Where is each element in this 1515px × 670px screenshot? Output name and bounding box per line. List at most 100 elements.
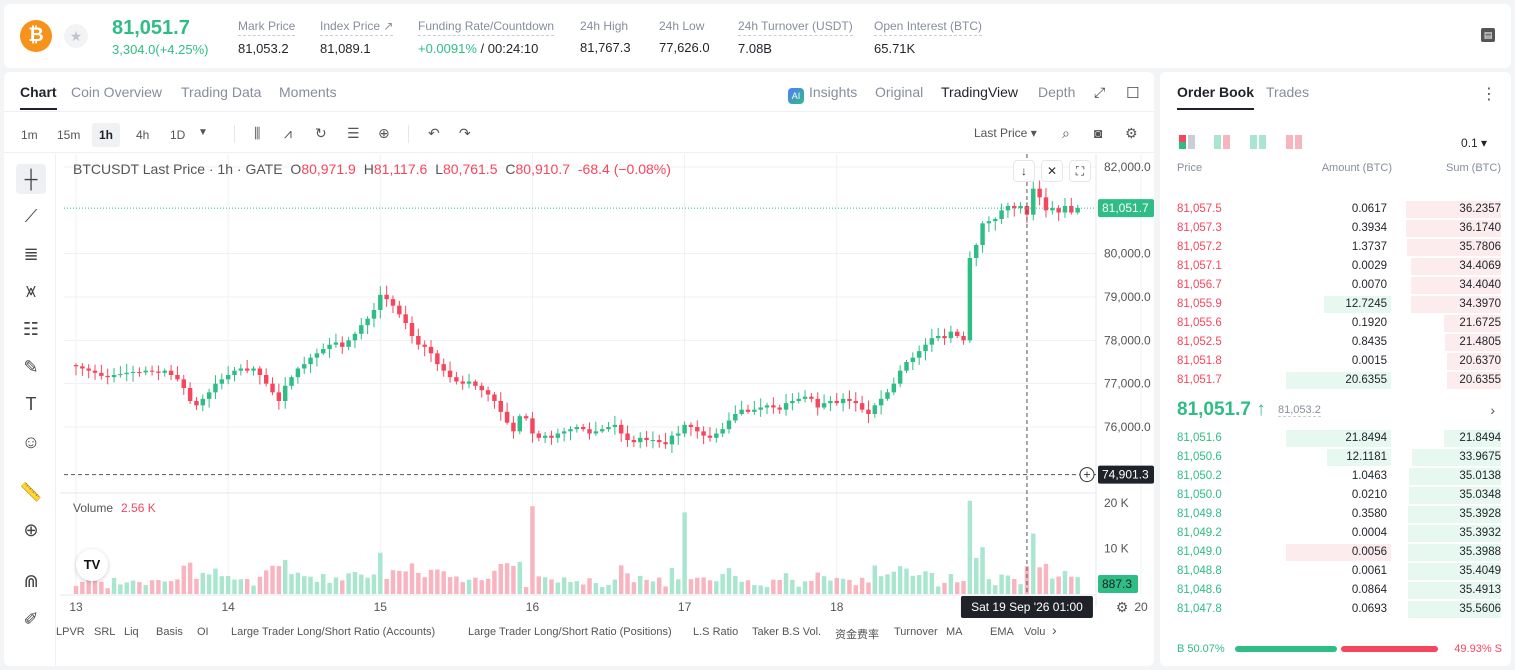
tick-size-select[interactable]: 0.1 ▾ <box>1460 136 1487 150</box>
orderbook-row[interactable]: 81,055.6 0.1920 21.6725 <box>1160 314 1511 333</box>
indicators-icon[interactable]: ⩘ <box>284 125 292 141</box>
indicator-11[interactable]: MA <box>946 626 963 638</box>
templates-icon[interactable]: ☰ <box>347 125 360 141</box>
favorite-star-icon[interactable]: ★ <box>64 24 88 48</box>
orderbook-row[interactable]: 81,051.6 21.8494 21.8494 <box>1160 429 1511 448</box>
add-alert-icon[interactable]: ⊕ <box>378 125 390 141</box>
tab-chart[interactable]: Chart <box>20 84 57 110</box>
stat-label[interactable]: Funding Rate/Countdown <box>418 19 555 36</box>
tradingview-logo[interactable]: TV <box>76 549 108 581</box>
stat-label[interactable]: Open Interest (BTC) <box>874 19 983 36</box>
orderbook-row[interactable]: 81,057.2 1.3737 35.7806 <box>1160 238 1511 257</box>
orderbook-row[interactable]: 81,057.1 0.0029 34.4069 <box>1160 257 1511 276</box>
emoji-icon[interactable]: ☺ <box>21 432 41 452</box>
tab-tradingview[interactable]: TradingView <box>941 84 1019 100</box>
interval-1d[interactable]: 1D <box>170 128 186 142</box>
indicator-6[interactable]: Large Trader Long/Short Ratio (Positions… <box>468 626 672 638</box>
ruler-icon[interactable]: 📏 <box>19 482 43 502</box>
interval-1h[interactable]: 1h <box>92 123 121 147</box>
orderbook-row[interactable]: 81,050.6 12.1181 33.9675 <box>1160 448 1511 467</box>
orderbook-row[interactable]: 81,049.2 0.0004 35.3932 <box>1160 524 1511 543</box>
horizontal-lines-icon[interactable]: ≣ <box>23 244 39 264</box>
undo-icon[interactable]: ↶ <box>428 125 440 141</box>
orderbook-row[interactable]: 81,049.0 0.0056 35.3988 <box>1160 543 1511 562</box>
redo-icon[interactable]: ↷ <box>459 125 471 141</box>
pattern-icon[interactable]: ⩙ <box>25 281 37 301</box>
text-icon[interactable]: T <box>25 394 37 414</box>
view-both-icon[interactable] <box>1179 135 1197 149</box>
tab-original[interactable]: Original <box>875 84 924 100</box>
indicator-12[interactable]: EMA <box>990 626 1014 638</box>
indicator-10[interactable]: Turnover <box>894 626 938 638</box>
orderbook-row[interactable]: 81,051.7 20.6355 20.6355 <box>1160 371 1511 390</box>
candlestick-chart[interactable]: +82,000.0 80,000.0 79,000.0 78,000.0 77,000.… <box>60 154 1154 666</box>
fib-icon[interactable]: ☷ <box>22 319 40 339</box>
brush-icon[interactable]: ✎ <box>23 357 39 377</box>
stat-label[interactable]: Mark Price <box>238 19 296 36</box>
tab-depth[interactable]: Depth <box>1038 84 1076 100</box>
orderbook-row[interactable]: 81,047.8 0.0693 35.5606 <box>1160 600 1511 619</box>
collapse-icon[interactable]: ✕ <box>1041 160 1063 182</box>
price-type-select[interactable]: Last Price ▾ <box>974 126 1037 140</box>
tradingview-chart[interactable]: +82,000.0 80,000.0 79,000.0 78,000.0 77,000.… <box>60 154 1154 666</box>
indicator-9[interactable]: 资金费率 <box>835 629 879 641</box>
orderbook-row[interactable]: 81,048.8 0.0061 35.4049 <box>1160 562 1511 581</box>
interval-4h[interactable]: 4h <box>136 128 150 142</box>
indicator-8[interactable]: Taker B.S Vol. <box>752 626 822 638</box>
orderbook-row[interactable]: 81,048.6 0.0864 35.4913 <box>1160 581 1511 600</box>
tab-order-book[interactable]: Order Book <box>1177 84 1255 110</box>
orderbook-row[interactable]: 81,050.2 1.0463 35.0138 <box>1160 467 1511 486</box>
view-asks-icon[interactable] <box>1286 135 1304 149</box>
chevron-right-icon[interactable]: › <box>1490 402 1495 418</box>
volume-bar <box>504 563 510 594</box>
book-icon[interactable]: ▤ <box>1481 28 1495 42</box>
orderbook-row[interactable]: 81,052.5 0.8435 21.4805 <box>1160 333 1511 352</box>
expand-icon[interactable]: ⤢ <box>1094 84 1106 100</box>
tab-trades[interactable]: Trades <box>1266 84 1310 100</box>
chevron-right-icon[interactable]: › <box>1052 622 1057 638</box>
scroll-down-icon[interactable]: ↓ <box>1013 160 1035 182</box>
orderbook-row[interactable]: 81,055.9 12.7245 34.3970 <box>1160 295 1511 314</box>
orderbook-price: 81,050.6 <box>1177 451 1222 463</box>
zoom-in-icon[interactable]: ⊕ <box>23 520 39 540</box>
tab-insights[interactable]: AI Insights <box>788 84 857 104</box>
indicator-1[interactable]: SRL <box>94 626 116 638</box>
indicator-4[interactable]: OI <box>197 626 209 638</box>
indicator-2[interactable]: Liq <box>124 626 139 638</box>
tab-moments[interactable]: Moments <box>279 84 337 100</box>
window-icon[interactable]: ☐ <box>1126 85 1140 102</box>
view-bids-icon[interactable] <box>1250 135 1268 149</box>
chart-settings-icon[interactable]: ⚙ <box>1116 600 1129 616</box>
orderbook-row[interactable]: 81,050.0 0.0210 35.0348 <box>1160 486 1511 505</box>
pencil-lock-icon[interactable]: ✐ <box>23 609 39 629</box>
tab-trading-data[interactable]: Trading Data <box>181 84 262 100</box>
magnet-icon[interactable]: ⋒ <box>23 571 39 591</box>
orderbook-row[interactable]: 81,051.8 0.0015 20.6370 <box>1160 352 1511 371</box>
tab-coin-overview[interactable]: Coin Overview <box>71 84 163 100</box>
chevron-down-icon[interactable]: ▼ <box>198 127 208 138</box>
stat-label[interactable]: Index Price ↗ <box>320 19 394 36</box>
crosshair-icon[interactable]: ┼ <box>16 164 46 194</box>
orderbook-row[interactable]: 81,049.8 0.3580 35.3928 <box>1160 505 1511 524</box>
indicator-3[interactable]: Basis <box>156 626 183 638</box>
indicator-0[interactable]: LPVR <box>56 626 85 638</box>
search-icon[interactable]: ⌕ <box>1062 125 1070 141</box>
interval-15m[interactable]: 15m <box>57 128 81 142</box>
candles-icon[interactable]: ⫼ <box>254 125 261 141</box>
trend-line-icon[interactable]: ⟋ <box>24 206 38 226</box>
orderbook-row[interactable]: 81,057.5 0.0617 36.2357 <box>1160 200 1511 219</box>
orderbook-row[interactable]: 81,056.7 0.0070 34.4040 <box>1160 276 1511 295</box>
refresh-icon[interactable]: ↻ <box>315 125 327 141</box>
indicator-13[interactable]: Volu <box>1024 626 1046 638</box>
mid-mark-price[interactable]: 81,053.2 <box>1278 404 1321 417</box>
indicator-5[interactable]: Large Trader Long/Short Ratio (Accounts) <box>231 626 436 638</box>
stat-label[interactable]: 24h Turnover (USDT) <box>738 19 853 36</box>
view-both-alt-icon[interactable] <box>1214 135 1232 149</box>
gear-icon[interactable]: ⚙ <box>1125 125 1138 141</box>
fullscreen-icon[interactable]: ⛶ <box>1069 160 1091 182</box>
more-icon[interactable]: ⋮ <box>1481 86 1497 103</box>
interval-1m[interactable]: 1m <box>21 128 38 142</box>
orderbook-row[interactable]: 81,057.3 0.3934 36.1740 <box>1160 219 1511 238</box>
indicator-7[interactable]: L.S Ratio <box>693 626 739 638</box>
camera-icon[interactable]: ◙ <box>1094 125 1103 141</box>
